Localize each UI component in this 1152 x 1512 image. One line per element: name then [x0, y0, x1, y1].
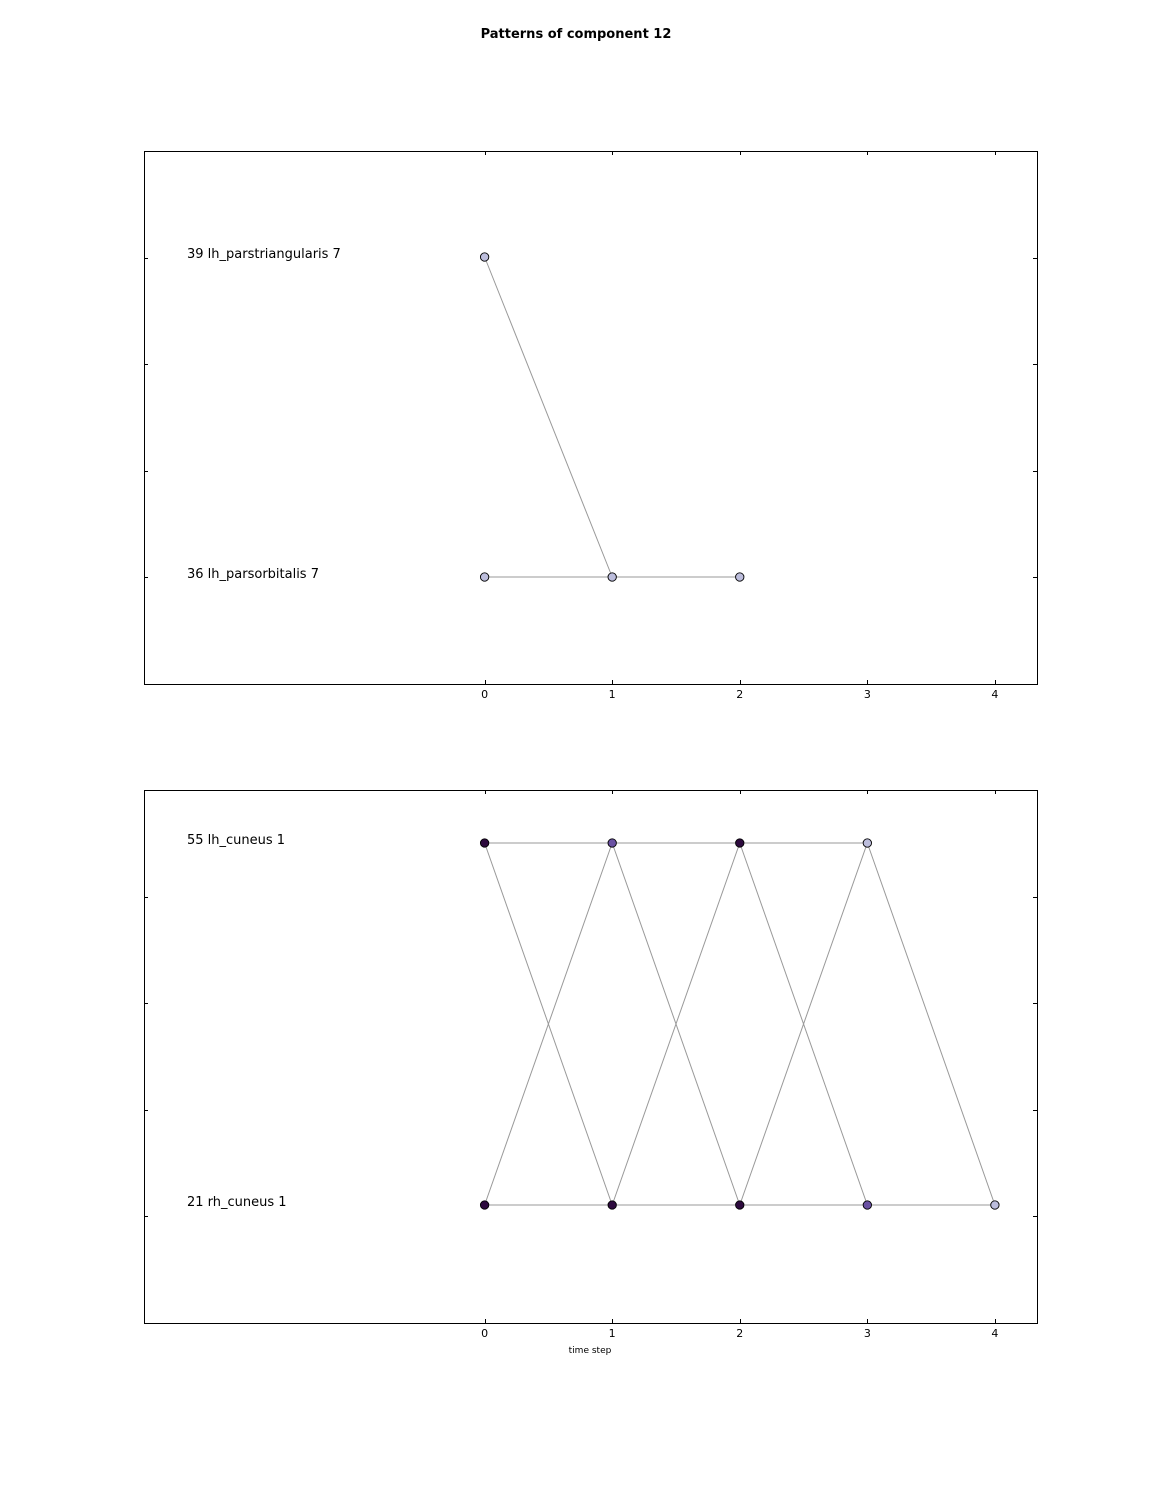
data-point [607, 838, 617, 848]
row-label: 21 rh_cuneus 1 [187, 1195, 287, 1210]
data-point [862, 1200, 872, 1210]
x-tick-label: 1 [609, 688, 616, 701]
data-point [735, 1200, 745, 1210]
x-axis-label: time step [569, 1346, 612, 1356]
data-point [479, 1200, 490, 1210]
x-tick-label: 4 [991, 688, 998, 701]
panel-1: 0 1 2 3 4 39 lh_parstriangularis 7 36 lh_parso… [144, 151, 1038, 701]
data-point [479, 252, 490, 262]
x-tick-label: 0 [481, 1327, 488, 1340]
data-point [735, 838, 745, 848]
plot-frame [144, 790, 1038, 1324]
x-tick-label: 2 [736, 1327, 743, 1340]
x-tick-label: 3 [864, 688, 871, 701]
connection-line [484, 256, 613, 578]
x-tick-label: 4 [991, 1327, 998, 1340]
connection-line [484, 842, 613, 1206]
connection-line [866, 842, 996, 1206]
row-label: 55 lh_cuneus 1 [187, 833, 285, 848]
data-point [479, 572, 490, 582]
x-tick-label: 1 [609, 1327, 616, 1340]
data-point [862, 838, 872, 848]
row-label: 36 lh_parsorbitalis 7 [187, 567, 319, 582]
data-point [479, 838, 490, 848]
data-point [735, 572, 745, 582]
connection-line [739, 842, 868, 1206]
row-label: 39 lh_parstriangularis 7 [187, 247, 341, 262]
figure-title: Patterns of component 12 [480, 27, 672, 42]
connection-line [611, 842, 741, 1206]
plot-frame [144, 151, 1038, 685]
panel-2: 0 1 2 3 4 55 lh_cuneus 1 21 rh_cuneus 1 time st… [144, 790, 1038, 1356]
x-tick-label: 2 [736, 688, 743, 701]
x-tick-label: 0 [481, 688, 488, 701]
data-point [607, 1200, 617, 1210]
x-tick-label: 3 [864, 1327, 871, 1340]
data-point [607, 572, 617, 582]
data-point [990, 1200, 1000, 1210]
